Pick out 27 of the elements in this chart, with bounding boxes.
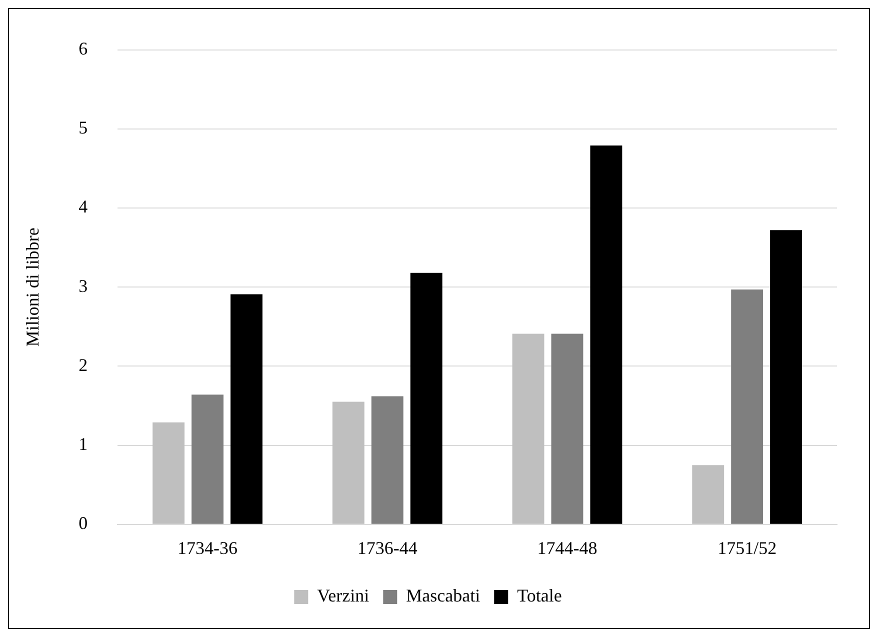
- bar: [692, 465, 724, 524]
- x-tick-label: 1744-48: [537, 538, 598, 558]
- y-tick-label: 6: [78, 38, 88, 59]
- bar: [230, 294, 262, 524]
- bar: [152, 422, 185, 524]
- bar: [590, 146, 622, 524]
- y-tick-label: 2: [78, 354, 88, 375]
- bar: [410, 272, 442, 524]
- x-tick-label: 1736-44: [357, 538, 418, 558]
- legend-label: Mascabati: [406, 586, 480, 606]
- bar: [512, 334, 544, 524]
- y-tick-label: 4: [78, 196, 88, 217]
- bar: [770, 230, 802, 524]
- y-axis-title: Milioni di libbre: [22, 228, 43, 347]
- x-tick-label: 1734-36: [178, 538, 238, 558]
- y-tick-label: 3: [78, 276, 88, 296]
- y-tick-label: 1: [78, 434, 88, 454]
- bar: [731, 289, 764, 524]
- legend-label: Totale: [517, 586, 562, 606]
- y-tick-label: 0: [78, 513, 88, 534]
- x-tick-label: 1751/52: [718, 538, 777, 558]
- bar: [551, 334, 584, 524]
- y-tick-label: 5: [78, 118, 88, 138]
- bar: [332, 402, 364, 524]
- bar: [371, 396, 404, 524]
- legend-label: Verzini: [317, 586, 370, 606]
- bar: [192, 394, 224, 524]
